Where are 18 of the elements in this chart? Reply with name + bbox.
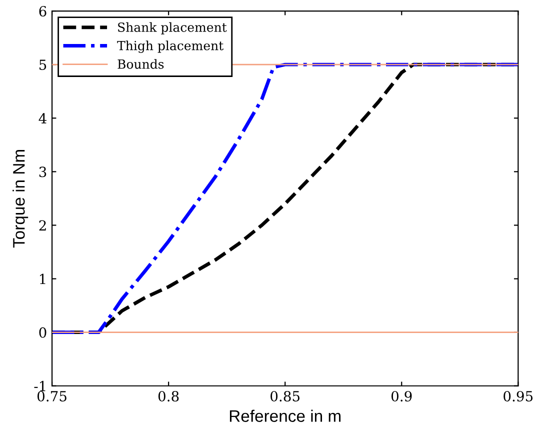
x-tick-label: 0.9 xyxy=(391,390,412,402)
y-axis-title: Torque in Nm xyxy=(12,150,28,248)
y-tick-label: 1 xyxy=(40,274,46,284)
y-tick-label: 6 xyxy=(39,6,46,16)
x-tick-label: 0.95 xyxy=(504,390,533,402)
y-tick-label: 0 xyxy=(39,327,46,338)
legend-label: Thigh placement xyxy=(117,40,224,53)
ref-line-label: Bounds xyxy=(118,59,164,69)
y-tick-label: 3 xyxy=(39,166,46,178)
x-tick-label: 0.8 xyxy=(158,390,179,402)
y-tick-label: 5 xyxy=(40,60,46,70)
x-tick-label: 0.75 xyxy=(37,390,66,402)
x-axis-title: Reference in m xyxy=(230,410,341,422)
y-tick-label: -1 xyxy=(34,380,46,392)
y-tick-label: 4 xyxy=(38,113,46,124)
legend-label: Shank placement xyxy=(118,22,227,34)
x-tick-label: 0.85 xyxy=(270,390,300,402)
y-tick-label: 2 xyxy=(39,220,46,230)
